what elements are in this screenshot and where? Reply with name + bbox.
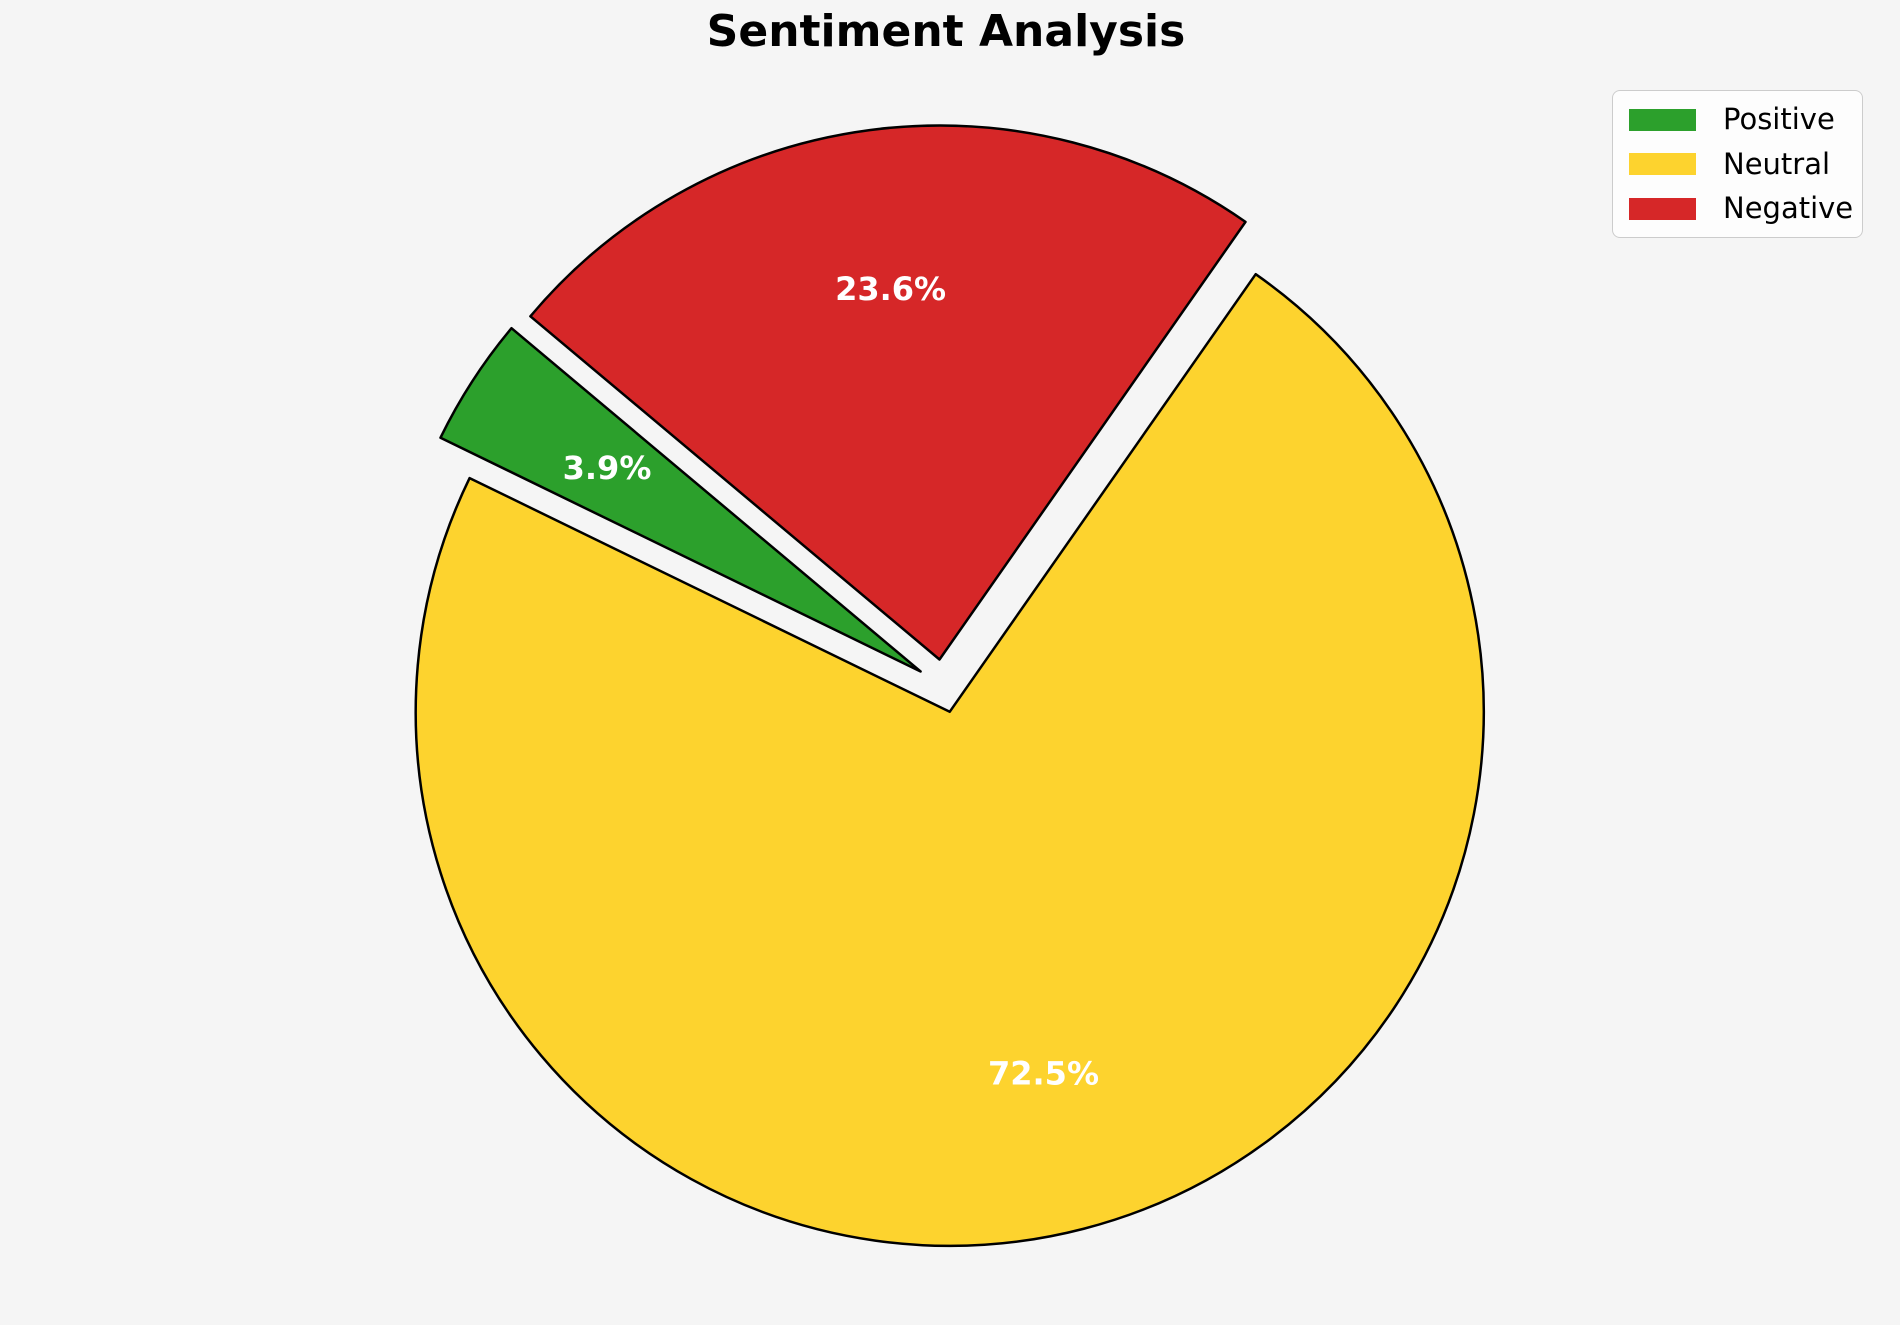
legend-label-negative: Negative (1723, 191, 1854, 225)
legend-label-neutral: Neutral (1723, 146, 1831, 181)
legend-label-positive: Positive (1723, 102, 1835, 136)
legend-item-positive: Positive (1629, 105, 1846, 134)
pie-slice-neutral (414, 272, 1485, 1248)
legend-item-negative: Negative (1629, 194, 1853, 223)
pie-slice-positive (439, 326, 922, 673)
chart-title: Sentiment Analysis (706, 6, 1186, 57)
percent-label-neutral: 72.5% (988, 1055, 1099, 1093)
legend-item-neutral: Neutral (1629, 146, 1846, 181)
legend-swatch-negative (1629, 197, 1696, 220)
legend-swatch-positive (1629, 108, 1696, 131)
percent-label-negative: 23.6% (835, 270, 946, 308)
percent-label-positive: 3.9% (563, 449, 652, 487)
legend: Positive Neutral Negative (1612, 90, 1863, 238)
pie-slice-negative (529, 124, 1247, 661)
legend-swatch-neutral (1629, 153, 1696, 175)
